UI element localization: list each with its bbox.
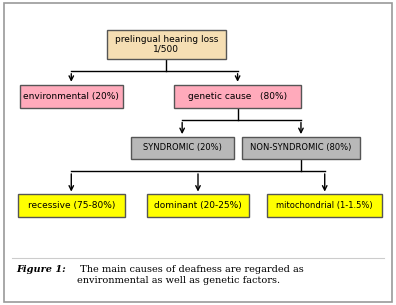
Text: genetic cause   (80%): genetic cause (80%) — [188, 92, 287, 101]
FancyBboxPatch shape — [267, 195, 382, 217]
FancyBboxPatch shape — [18, 195, 125, 217]
FancyBboxPatch shape — [174, 84, 301, 107]
Text: SYNDROMIC (20%): SYNDROMIC (20%) — [143, 143, 222, 152]
Text: dominant (20-25%): dominant (20-25%) — [154, 201, 242, 210]
Text: NON-SYNDROMIC (80%): NON-SYNDROMIC (80%) — [250, 143, 352, 152]
FancyBboxPatch shape — [131, 137, 234, 159]
FancyBboxPatch shape — [20, 84, 123, 107]
FancyBboxPatch shape — [147, 195, 249, 217]
FancyBboxPatch shape — [107, 30, 226, 59]
FancyBboxPatch shape — [242, 137, 360, 159]
Text: prelingual hearing loss
1/500: prelingual hearing loss 1/500 — [114, 34, 218, 54]
Text: Figure 1:: Figure 1: — [16, 265, 66, 275]
Text: The main causes of deafness are regarded as
environmental as well as genetic fac: The main causes of deafness are regarded… — [77, 265, 304, 285]
Text: mitochondrial (1-1.5%): mitochondrial (1-1.5%) — [276, 201, 373, 210]
Text: environmental (20%): environmental (20%) — [23, 92, 119, 101]
Text: recessive (75-80%): recessive (75-80%) — [28, 201, 115, 210]
